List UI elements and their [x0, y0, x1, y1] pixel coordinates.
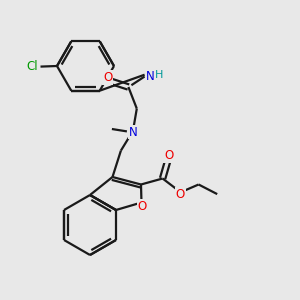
- Text: Cl: Cl: [27, 60, 38, 73]
- Text: N: N: [128, 125, 137, 139]
- Text: O: O: [103, 71, 112, 84]
- Text: O: O: [164, 149, 173, 162]
- Text: O: O: [176, 188, 185, 201]
- Text: O: O: [137, 200, 147, 213]
- Text: H: H: [155, 70, 163, 80]
- Text: N: N: [146, 70, 154, 83]
